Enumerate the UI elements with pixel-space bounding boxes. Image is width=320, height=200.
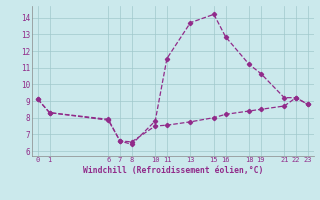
X-axis label: Windchill (Refroidissement éolien,°C): Windchill (Refroidissement éolien,°C): [83, 166, 263, 175]
